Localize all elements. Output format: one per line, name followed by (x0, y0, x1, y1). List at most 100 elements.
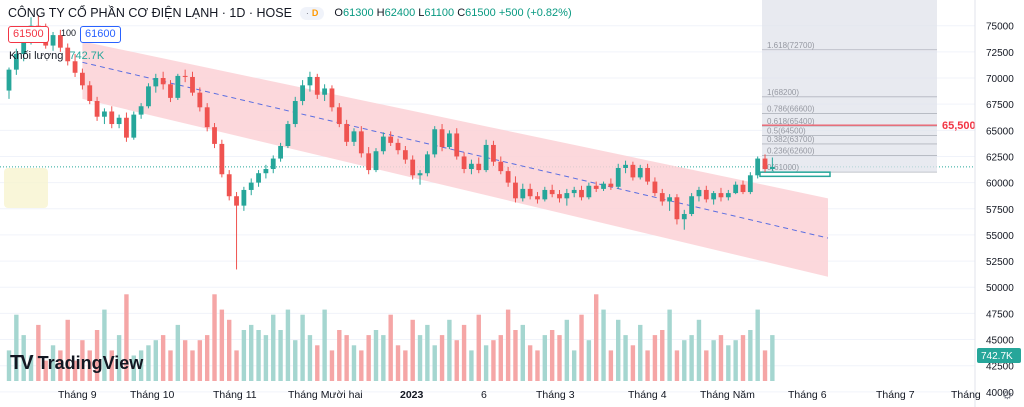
volume-bar (549, 330, 555, 381)
volume-bar (505, 309, 511, 381)
price-tick-label: 67500 (986, 100, 1014, 111)
candle-body (13, 53, 19, 70)
volume-bar (307, 335, 313, 381)
candle-body (615, 167, 621, 187)
volume-legend-label: Khối lượng (9, 50, 64, 62)
volume-bar (594, 294, 599, 381)
candle-body (410, 159, 416, 176)
volume-bar (733, 340, 738, 381)
price-tick-label: 40000 (986, 388, 1014, 399)
time-tick-label: Tháng 6 (788, 389, 827, 401)
candle-body (6, 69, 12, 91)
price-tick-label: 55000 (986, 231, 1014, 242)
candle-body (109, 111, 115, 125)
candle-body (204, 107, 210, 128)
candle-body (358, 131, 364, 154)
volume-bar (344, 335, 349, 381)
candle-body (659, 193, 665, 202)
volume-bar (21, 335, 26, 381)
volume-bar (153, 340, 158, 381)
volume-bar (630, 345, 636, 381)
candle-body (131, 114, 137, 138)
volume-bar (58, 350, 63, 381)
volume-bar (417, 335, 423, 381)
volume-bar (256, 330, 261, 381)
candle-body (696, 189, 702, 197)
candle-body (498, 161, 504, 172)
volume-bar (6, 350, 12, 381)
channel-band (82, 41, 828, 277)
candle-body (175, 75, 181, 98)
volume-bar (498, 335, 503, 381)
volume-bar (80, 340, 85, 381)
candle-body (564, 193, 570, 199)
volume-bar (660, 330, 665, 381)
time-tick-label: Tháng 9 (58, 389, 97, 401)
candle-body (527, 188, 533, 197)
volume-bar (689, 335, 694, 381)
candle-body (447, 133, 452, 148)
fib-level-label: 0.382(63700) (767, 135, 815, 144)
candle-body (725, 193, 731, 198)
candle-body (476, 163, 482, 171)
volume-bar (579, 314, 584, 381)
volume-bar (410, 319, 415, 381)
symbol-title[interactable]: CÔNG TY CỔ PHẦN CƠ ĐIỆN LẠNH · 1D · HOSE (8, 6, 292, 20)
candle-body (366, 153, 372, 171)
sell-button[interactable]: 61500 (8, 26, 49, 43)
price-tick-label: 52500 (986, 257, 1014, 268)
candle-body (248, 182, 254, 190)
volume-bar (608, 350, 614, 381)
volume-bar (461, 324, 467, 381)
candle-body (402, 150, 408, 160)
gear-icon[interactable]: ⚙ (1002, 388, 1013, 402)
candle-body (72, 61, 78, 73)
candle-body (219, 143, 225, 175)
candle-body (645, 167, 650, 182)
volume-bar (667, 309, 672, 381)
candle-body (711, 193, 717, 200)
fib-level-label: 0.236(62600) (767, 146, 815, 155)
volume-legend-value: 742.7K (69, 50, 105, 62)
tradingview-logo-icon: TV (10, 352, 34, 374)
candle-body (153, 78, 159, 87)
volume-bar (711, 340, 716, 381)
candle-body (307, 76, 313, 86)
candle-body (703, 189, 709, 200)
candle-body (542, 189, 548, 200)
volume-bar (432, 345, 437, 381)
chart-header: CÔNG TY CỔ PHẦN CƠ ĐIỆN LẠNH · 1D · HOSE… (8, 5, 572, 21)
candle-body (601, 183, 606, 189)
buy-button[interactable]: 61600 (80, 26, 121, 43)
volume-bar (483, 345, 489, 381)
time-tick-label: Tháng Mười hai (288, 389, 363, 401)
candle-body (124, 117, 129, 138)
volume-bar (469, 350, 474, 381)
time-tick-label: 2023 (400, 389, 424, 401)
volume-bar (704, 350, 709, 381)
volume-bar (564, 319, 570, 381)
tradingview-logo[interactable]: TV TradingView (10, 352, 143, 375)
price-tick-label: 62500 (986, 152, 1014, 163)
volume-bar (623, 335, 628, 381)
time-axis: Tháng 9 Tháng 10 Tháng 11 Tháng Mười hai 202… (58, 389, 981, 401)
candle-body (380, 136, 386, 152)
candle-body (417, 173, 423, 176)
candle-body (256, 173, 261, 183)
candle-body (50, 35, 56, 46)
volume-bar (278, 330, 283, 381)
candle-body (439, 129, 445, 148)
candle-body (116, 117, 122, 125)
candle-body (549, 189, 555, 195)
candle-body (769, 166, 775, 170)
volume-bar (197, 340, 203, 381)
candle-body (667, 197, 672, 202)
candle-body (21, 40, 27, 54)
volume-bar (131, 355, 136, 381)
tradingview-wordmark: TradingView (37, 353, 144, 373)
fib-level-label: 1.618(72700) (767, 41, 815, 50)
candle-body (322, 88, 328, 95)
volume-bar (14, 314, 19, 381)
candle-body (520, 188, 526, 199)
